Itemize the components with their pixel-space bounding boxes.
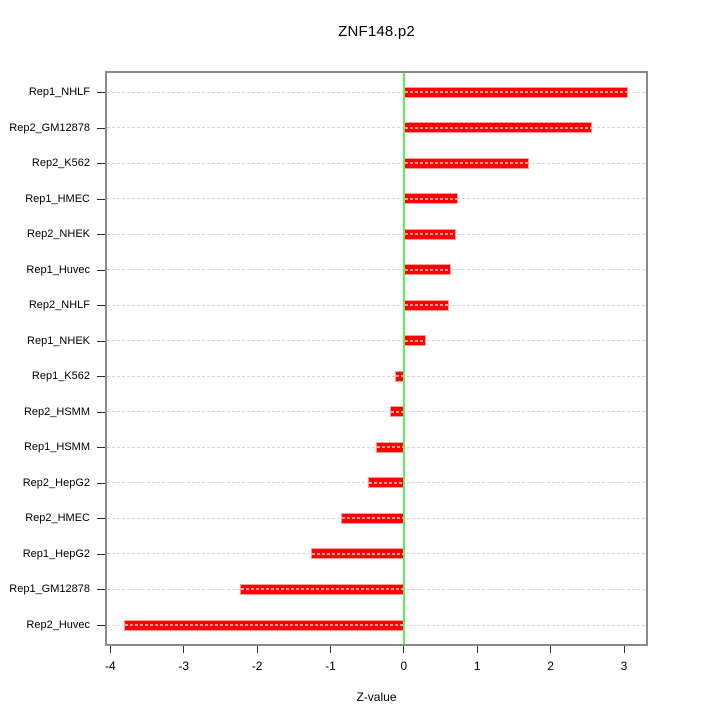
y-tick <box>97 411 105 413</box>
x-tick <box>403 646 405 653</box>
x-tick <box>329 646 331 653</box>
y-tick-label: Rep1_HepG2 <box>22 547 90 560</box>
y-tick-label: Rep2_HepG2 <box>22 476 90 489</box>
y-tick <box>97 305 105 307</box>
gridline <box>107 162 646 164</box>
y-tick-label: Rep2_NHEK <box>27 228 90 241</box>
bar-Rep1_NHLF <box>403 86 628 98</box>
y-tick <box>97 553 105 555</box>
x-tick-label: -4 <box>105 659 116 673</box>
x-tick <box>623 646 625 653</box>
gridline <box>107 127 646 129</box>
gridline <box>107 233 646 235</box>
x-tick-label: 0 <box>400 659 408 673</box>
bar-gridline-overlay <box>404 233 455 236</box>
y-tick-label: Rep2_HSMM <box>23 405 90 418</box>
y-tick-label: Rep1_GM12878 <box>9 583 90 596</box>
x-tick <box>476 646 478 653</box>
y-tick <box>97 163 105 165</box>
y-tick-label: Rep1_NHEK <box>27 334 90 347</box>
bar-Rep1_HMEC <box>403 193 459 205</box>
bar-Rep2_NHEK <box>403 228 456 240</box>
y-tick <box>97 518 105 520</box>
y-tick-label: Rep1_HMEC <box>25 192 90 205</box>
plot-border <box>105 71 648 646</box>
y-tick-label: Rep1_NHLF <box>28 86 90 98</box>
bar-Rep1_HepG2 <box>311 548 404 560</box>
bar-Rep2_K562 <box>403 157 529 169</box>
y-tick <box>97 589 105 591</box>
bar-gridline-overlay <box>404 268 450 271</box>
bar-Rep1_HSMM <box>375 441 404 453</box>
chart-title: ZNF148.p2 <box>338 23 415 40</box>
y-tick-label: Rep1_HSMM <box>23 441 90 454</box>
y-tick <box>97 447 105 449</box>
bar-gridline-overlay <box>342 517 403 520</box>
bar-gridline-overlay <box>390 410 403 413</box>
y-tick <box>97 92 105 93</box>
bar-gridline-overlay <box>396 375 403 378</box>
bar-Rep1_NHEK <box>403 335 426 347</box>
x-tick-label: -3 <box>178 659 190 673</box>
gridline <box>107 411 646 413</box>
zero-reference-line <box>402 73 405 644</box>
x-tick <box>550 646 552 653</box>
bar-gridline-overlay <box>404 339 425 342</box>
y-tick-label: Rep2_Huvec <box>26 619 90 631</box>
bar-gridline-overlay <box>404 162 528 165</box>
x-tick-label: -1 <box>325 659 336 673</box>
bar-Rep2_GM12878 <box>403 122 593 134</box>
bar-gridline-overlay <box>368 481 403 484</box>
y-tick <box>97 269 105 271</box>
y-tick-label: Rep2_HMEC <box>25 512 90 525</box>
bar-gridline-overlay <box>376 446 403 449</box>
y-tick <box>97 482 105 484</box>
y-tick <box>97 340 105 342</box>
bar-gridline-overlay <box>404 197 458 200</box>
bar-Rep1_GM12878 <box>239 583 404 595</box>
gridline <box>107 340 646 342</box>
bar-Rep2_Huvec <box>123 619 404 631</box>
y-tick-label: Rep2_K562 <box>31 157 90 170</box>
bar-Rep2_HMEC <box>341 512 404 524</box>
bar-gridline-overlay <box>404 304 448 307</box>
plot-area <box>105 71 648 646</box>
x-tick-label: 1 <box>473 659 481 673</box>
bar-Rep2_HepG2 <box>367 477 404 489</box>
x-tick-label: 3 <box>620 659 628 673</box>
x-tick-label: -2 <box>251 659 263 673</box>
gridline <box>107 304 646 306</box>
bar-gridline-overlay <box>124 624 403 626</box>
y-tick <box>97 127 105 129</box>
y-tick <box>97 625 105 626</box>
bar-Rep2_NHLF <box>403 299 449 311</box>
bar-gridline-overlay <box>240 588 403 591</box>
x-axis-title: Z-value <box>356 690 397 704</box>
bar-gridline-overlay <box>404 126 592 129</box>
x-tick <box>256 646 258 653</box>
bar-Rep1_Huvec <box>403 264 451 276</box>
x-tick <box>109 646 111 653</box>
y-tick-label: Rep2_NHLF <box>28 299 90 312</box>
y-tick <box>97 234 105 236</box>
y-tick-label: Rep2_GM12878 <box>9 121 90 134</box>
bar-gridline-overlay <box>312 552 403 555</box>
gridline <box>107 198 646 200</box>
bar-Rep2_HSMM <box>389 406 404 418</box>
gridline <box>107 91 646 93</box>
y-tick <box>97 376 105 378</box>
y-tick-label: Rep1_Huvec <box>26 263 90 276</box>
y-tick-label: Rep1_K562 <box>31 370 90 383</box>
x-tick <box>183 646 185 653</box>
y-tick <box>97 198 105 200</box>
gridline <box>107 375 646 377</box>
bar-gridline-overlay <box>404 91 627 93</box>
x-tick-label: 2 <box>547 659 554 673</box>
gridline <box>107 269 646 271</box>
